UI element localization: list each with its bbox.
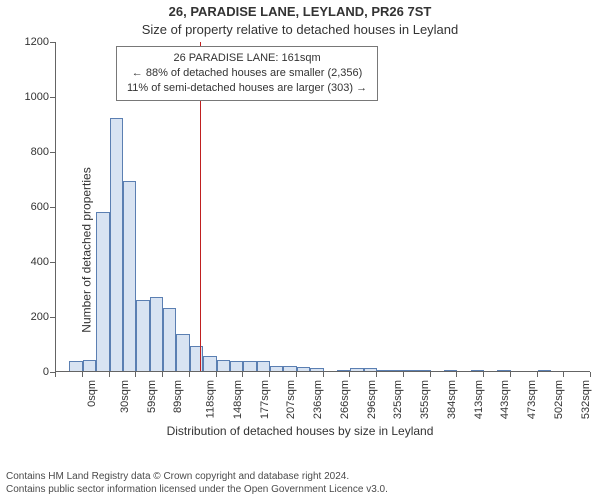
histogram-bar (417, 370, 430, 371)
x-tick-label: 325sqm (392, 380, 404, 419)
histogram-bar (257, 361, 270, 371)
x-axis-label: Distribution of detached houses by size … (0, 424, 600, 438)
x-tick-label: 236sqm (312, 380, 324, 419)
y-tick-label: 1000 (0, 91, 49, 103)
histogram-bar (243, 361, 256, 371)
annotation-line: 11% of semi-detached houses are larger (… (127, 82, 367, 94)
histogram-bar (444, 370, 457, 371)
footer-line: Contains public sector information licen… (6, 484, 388, 495)
y-tick-label: 0 (0, 366, 49, 378)
x-tick-label: 443sqm (499, 380, 511, 419)
histogram-bar (110, 118, 123, 371)
histogram-bar (471, 370, 484, 371)
histogram-bar (176, 334, 189, 371)
histogram-bar (230, 361, 243, 371)
histogram-bar (364, 368, 377, 371)
x-tick-label: 207sqm (285, 380, 297, 419)
histogram-bar (350, 368, 363, 371)
chart-container: 26, PARADISE LANE, LEYLAND, PR26 7ST Siz… (0, 0, 600, 500)
x-tick-label: 266sqm (339, 380, 351, 419)
annotation-line: ← 88% of detached houses are smaller (2,… (132, 67, 363, 79)
histogram-bar (538, 370, 551, 371)
annotation-box: 26 PARADISE LANE: 161sqm ← 88% of detache… (116, 46, 378, 101)
x-tick-label: 118sqm (204, 380, 216, 418)
histogram-bar (377, 370, 390, 371)
x-tick-label: 502sqm (553, 380, 565, 419)
histogram-bar (123, 181, 136, 371)
x-tick-label: 0sqm (86, 380, 98, 407)
histogram-bar (203, 356, 216, 371)
x-tick-label: 148sqm (232, 380, 244, 419)
histogram-bar (190, 346, 203, 371)
footer-attribution: Contains HM Land Registry data © Crown c… (6, 471, 388, 496)
x-tick-label: 59sqm (146, 380, 158, 413)
x-tick-label: 532sqm (580, 380, 592, 419)
y-tick-label: 400 (0, 256, 49, 268)
x-tick-label: 384sqm (446, 380, 458, 419)
histogram-bar (297, 367, 310, 371)
footer-line: Contains HM Land Registry data © Crown c… (6, 471, 349, 482)
chart-title-address: 26, PARADISE LANE, LEYLAND, PR26 7ST (0, 4, 600, 19)
y-tick-label: 200 (0, 311, 49, 323)
x-tick-label: 413sqm (473, 380, 485, 419)
annotation-line: 26 PARADISE LANE: 161sqm (173, 52, 320, 64)
x-tick-label: 296sqm (366, 380, 378, 419)
histogram-bar (337, 370, 350, 371)
x-tick-label: 177sqm (259, 380, 271, 419)
histogram-bar (96, 212, 109, 372)
histogram-bar (497, 370, 510, 371)
x-tick-label: 30sqm (119, 380, 131, 413)
histogram-bar (270, 366, 283, 372)
x-tick-label: 473sqm (526, 380, 538, 419)
histogram-bar (283, 366, 296, 372)
x-tick-label: 89sqm (172, 380, 184, 413)
histogram-bar (69, 361, 82, 371)
histogram-bar (163, 308, 176, 371)
x-tick-label: 355sqm (419, 380, 431, 419)
histogram-bar (83, 360, 96, 371)
histogram-bar (217, 360, 230, 371)
histogram-bar (310, 368, 323, 371)
histogram-bar (390, 370, 403, 371)
y-tick-label: 600 (0, 201, 49, 213)
chart-subtitle: Size of property relative to detached ho… (0, 22, 600, 37)
histogram-bar (150, 297, 163, 371)
plot-area: 26 PARADISE LANE: 161sqm ← 88% of detache… (55, 42, 590, 372)
histogram-bar (404, 370, 417, 371)
y-tick-label: 800 (0, 146, 49, 158)
y-tick-label: 1200 (0, 36, 49, 48)
histogram-bar (136, 300, 149, 372)
